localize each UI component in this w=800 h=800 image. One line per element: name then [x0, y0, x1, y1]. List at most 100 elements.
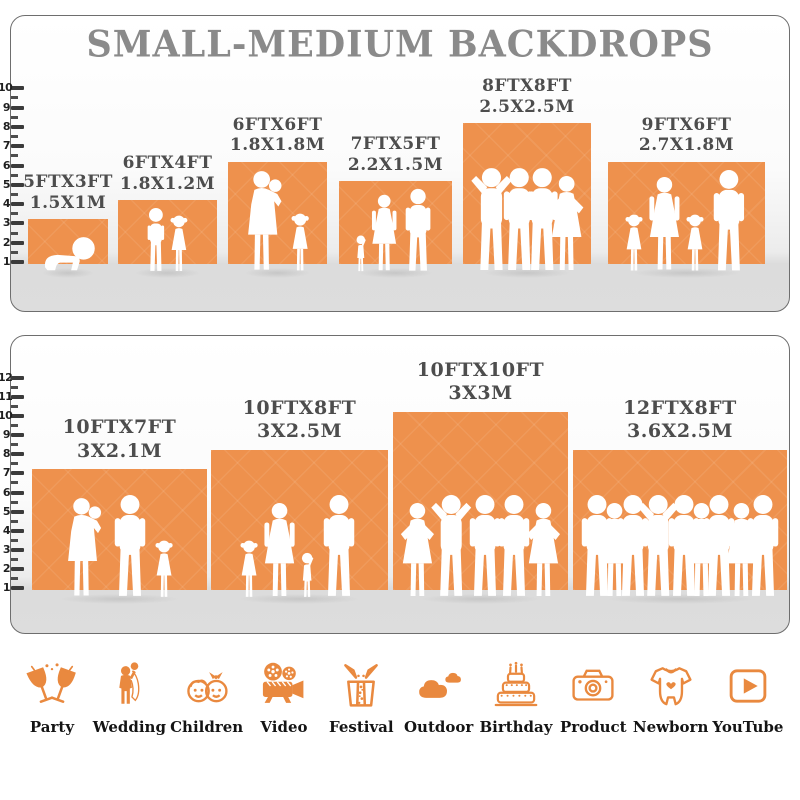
woman-baby-silhouette — [65, 496, 106, 599]
size-label-m: 1.5X1M — [29, 193, 107, 214]
category-birthday: Birthday — [478, 659, 554, 736]
category-label: Birthday — [479, 718, 553, 736]
size-label-ft: 6FTX4FT — [122, 153, 213, 174]
ruler-tick-3ft — [11, 547, 24, 552]
woman-hip-silhouette — [545, 175, 588, 273]
ruler-minor-tick — [11, 135, 18, 139]
size-label-m: 2.7X1.8M — [638, 135, 735, 156]
birthday-icon — [489, 659, 543, 713]
bar-figures — [608, 169, 765, 274]
category-children: Children — [169, 659, 245, 736]
ruler-minor-tick — [11, 250, 18, 254]
size-label-m: 3.6X2.5M — [627, 420, 733, 443]
toddler-silhouette — [300, 551, 314, 599]
ruler-number-3: 3 — [2, 216, 11, 230]
ruler-minor-tick — [11, 192, 18, 196]
man-silhouette — [318, 494, 360, 599]
size-bar-6ftx6ft — [228, 161, 327, 264]
girl-silhouette — [169, 215, 189, 273]
baby-crawl-silhouette — [38, 236, 97, 273]
size-bar-6ftx4ft — [118, 200, 217, 264]
bar-figures — [339, 188, 452, 273]
woman-silhouette — [647, 176, 682, 273]
wedding-icon — [102, 659, 156, 713]
bar-size-label: 10FTX10FT 3X3M — [348, 359, 613, 405]
ruler-minor-tick — [11, 212, 18, 216]
ruler-tick-8ft — [11, 452, 24, 457]
toddler-silhouette — [355, 234, 367, 273]
ruler-minor-tick — [11, 424, 18, 428]
ruler-minor-tick — [11, 557, 18, 561]
ruler-number-8: 8 — [2, 447, 11, 461]
newborn-icon — [644, 659, 698, 713]
category-label: Festival — [329, 718, 394, 736]
ruler-tick-11ft — [11, 395, 24, 399]
category-label: YouTube — [712, 718, 784, 736]
ruler-number-5: 5 — [2, 504, 11, 518]
size-label-m: 2.5X2.5M — [479, 96, 575, 117]
ruler-tick-6ft — [11, 163, 24, 168]
girl-silhouette — [154, 540, 174, 599]
ruler-number-6: 6 — [2, 158, 11, 172]
page-title: SMALL-MEDIUM BACKDROPS — [86, 23, 714, 66]
ruler-number-7: 7 — [2, 139, 11, 153]
ruler-minor-tick — [11, 154, 18, 158]
size-label-ft: 10FTX7FT — [62, 416, 177, 439]
category-label: Video — [260, 718, 308, 736]
category-youtube: YouTube — [710, 659, 786, 736]
woman-hip-silhouette — [522, 502, 565, 599]
ruler-tick-9ft — [11, 105, 24, 110]
size-label-m: 2.2X1.5M — [347, 154, 444, 175]
man-silhouette — [401, 188, 435, 273]
category-label: Outdoor — [403, 718, 474, 736]
ruler-minor-tick — [11, 519, 18, 523]
size-bar-7ftx5ft — [339, 180, 452, 264]
ruler-number-4: 4 — [2, 523, 11, 537]
ruler-number-12: 12 — [0, 370, 13, 384]
ruler-number-10: 10 — [0, 409, 13, 423]
girl-silhouette — [685, 214, 705, 273]
man-silhouette — [109, 494, 151, 599]
size-label-m: 3X2.5M — [256, 420, 343, 443]
figure-shadow — [232, 266, 323, 280]
ruler-tick-1ft — [11, 260, 24, 264]
ruler-number-2: 2 — [2, 235, 11, 249]
size-bar-10ftx8ft — [211, 450, 388, 590]
ruler-tick-12ft — [11, 375, 24, 380]
ruler-minor-tick — [11, 481, 18, 485]
size-label-m: 1.8X1.2M — [119, 173, 216, 194]
bar-size-label: 10FTX7FT 3X2.1M — [0, 416, 252, 462]
bar-size-label: 7FTX5FT 2.2X1.5M — [294, 134, 497, 175]
bar-size-label: 10FTX8FT 3X2.5M — [166, 397, 433, 443]
man-silhouette — [742, 494, 784, 599]
size-label-ft: 10FTX10FT — [416, 359, 545, 382]
bar-figures — [28, 236, 108, 273]
ruler-minor-tick — [11, 405, 18, 409]
outdoor-icon — [412, 659, 466, 713]
ruler-minor-tick — [11, 443, 18, 447]
bar-figures — [573, 494, 787, 599]
category-label: Party — [29, 718, 75, 736]
product-icon — [566, 659, 620, 713]
ruler-number-9: 9 — [2, 428, 11, 442]
category-label: Wedding — [92, 718, 166, 736]
size-label-ft: 9FTX6FT — [641, 114, 732, 135]
category-party: Party — [14, 659, 90, 736]
bar-size-label: 6FTX4FT 1.8X1.2M — [73, 153, 262, 194]
figure-shadow — [122, 266, 213, 280]
size-label-ft: 8FTX8FT — [482, 75, 572, 96]
ruler-tick-5ft — [11, 509, 24, 514]
category-row: Party Wedding Children Video Festival Outdoor… — [0, 659, 800, 736]
ruler-number-6: 6 — [2, 485, 11, 499]
boy-silhouette — [146, 207, 166, 273]
ruler-number-1: 1 — [2, 581, 11, 594]
ruler-number-8: 8 — [2, 119, 11, 133]
ruler-minor-tick — [11, 462, 18, 466]
ruler-minor-tick — [11, 173, 18, 177]
ruler-tick-7ft — [11, 144, 24, 149]
category-label: Product — [559, 718, 627, 736]
figure-shadow — [215, 592, 384, 606]
ruler-minor-tick — [11, 115, 18, 119]
girl-silhouette — [624, 214, 644, 273]
